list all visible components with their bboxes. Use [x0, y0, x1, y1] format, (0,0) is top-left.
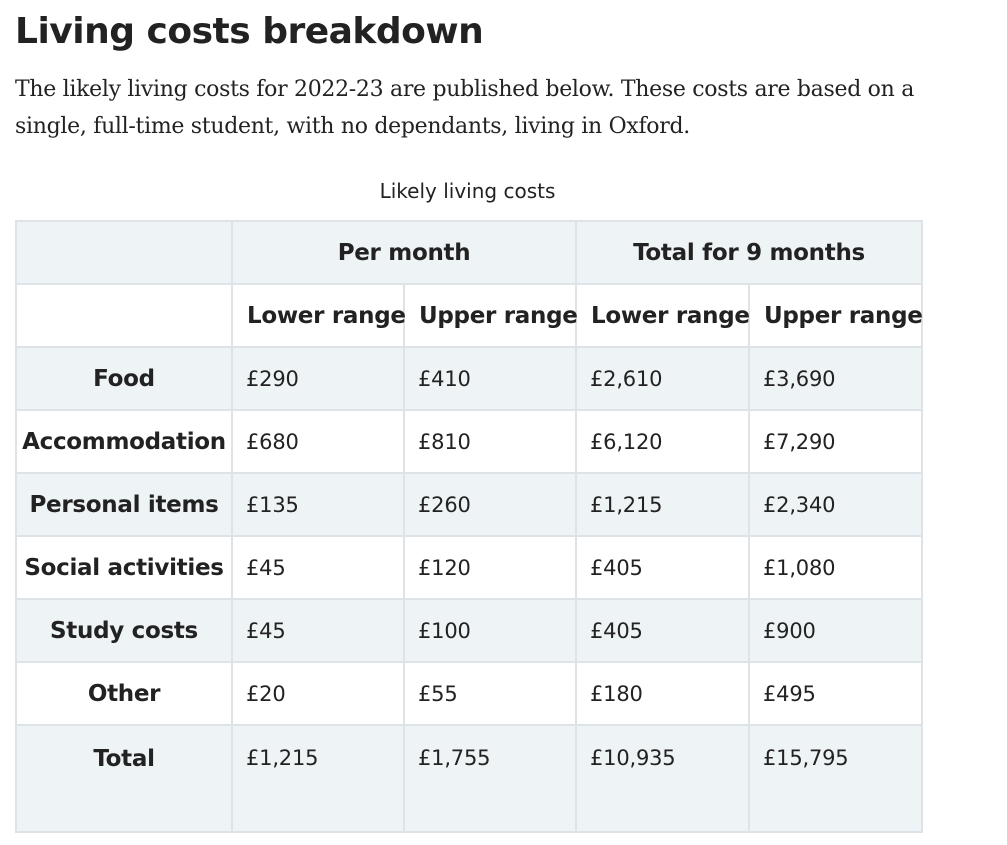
row-label: Study costs — [15, 598, 233, 663]
group-header-per-month: Per month — [231, 220, 577, 285]
table-row-other: Other £20 £55 £180 £495 — [15, 661, 923, 726]
subheader-total-upper: Upper range — [748, 283, 923, 348]
table-cell: £15,795 — [748, 724, 923, 833]
table-row-social-activities: Social activities £45 £120 £405 £1,080 — [15, 535, 923, 600]
table-cell: £10,935 — [575, 724, 750, 833]
subheader-total-lower: Lower range — [575, 283, 750, 348]
table-cell: £135 — [231, 472, 405, 537]
table-cell: £7,290 — [748, 409, 923, 474]
table-cell: £680 — [231, 409, 405, 474]
table-cell: £410 — [403, 346, 577, 411]
table-cell: £1,080 — [748, 535, 923, 600]
group-header-total-9-months: Total for 9 months — [575, 220, 923, 285]
table-cell: £20 — [231, 661, 405, 726]
table-row-study-costs: Study costs £45 £100 £405 £900 — [15, 598, 923, 663]
table-group-header-row: Per month Total for 9 months — [15, 220, 923, 285]
table-cell: £260 — [403, 472, 577, 537]
table-cell: £180 — [575, 661, 750, 726]
table-row-food: Food £290 £410 £2,610 £3,690 — [15, 346, 923, 411]
row-label: Total — [15, 724, 233, 833]
table-cell: £3,690 — [748, 346, 923, 411]
table-cell: £2,340 — [748, 472, 923, 537]
table-cell: £45 — [231, 535, 405, 600]
page-title: Living costs breakdown — [15, 11, 484, 52]
table-cell: £495 — [748, 661, 923, 726]
table-caption: Likely living costs — [379, 179, 556, 203]
table-cell: £405 — [575, 598, 750, 663]
table-cell: £1,215 — [575, 472, 750, 537]
table-cell: £405 — [575, 535, 750, 600]
table-row-total: Total £1,215 £1,755 £10,935 £15,795 — [15, 724, 923, 833]
table-row-accommodation: Accommodation £680 £810 £6,120 £7,290 — [15, 409, 923, 474]
table-cell: £1,755 — [403, 724, 577, 833]
empty-corner-cell — [15, 220, 233, 285]
table-cell: £290 — [231, 346, 405, 411]
table-cell: £120 — [403, 535, 577, 600]
table-cell: £900 — [748, 598, 923, 663]
table-cell: £45 — [231, 598, 405, 663]
page-content: Living costs breakdown The likely living… — [15, 0, 990, 833]
row-label: Social activities — [15, 535, 233, 600]
table-cell: £1,215 — [231, 724, 405, 833]
row-label: Personal items — [15, 472, 233, 537]
table-cell: £810 — [403, 409, 577, 474]
table-cell: £2,610 — [575, 346, 750, 411]
row-label: Accommodation — [15, 409, 233, 474]
table-cell: £6,120 — [575, 409, 750, 474]
table-cell: £55 — [403, 661, 577, 726]
empty-subheader-cell — [15, 283, 233, 348]
table-subheader-row: Lower range Upper range Lower range Uppe… — [15, 283, 923, 348]
row-label: Food — [15, 346, 233, 411]
subheader-monthly-lower: Lower range — [231, 283, 406, 348]
table-row-personal-items: Personal items £135 £260 £1,215 £2,340 — [15, 472, 923, 537]
living-costs-table: Per month Total for 9 months Lower range… — [15, 220, 923, 833]
subheader-monthly-upper: Upper range — [403, 283, 578, 348]
table-cell: £100 — [403, 598, 577, 663]
intro-paragraph: The likely living costs for 2022-23 are … — [15, 77, 915, 139]
row-label: Other — [15, 661, 233, 726]
